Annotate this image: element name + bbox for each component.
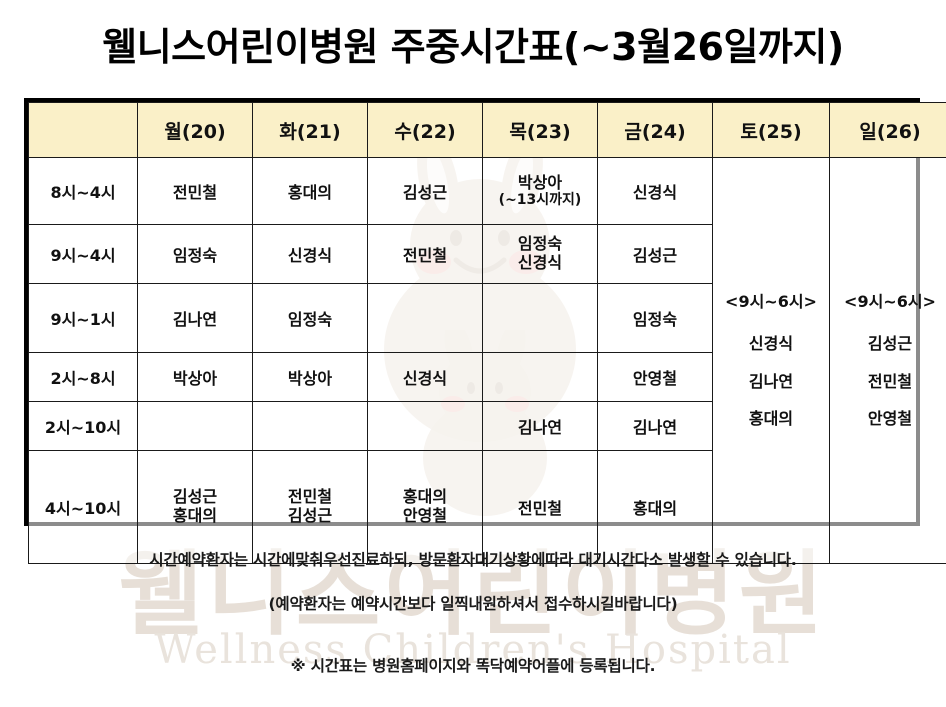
cell-mon-1: 임정숙 — [137, 224, 253, 284]
cell-tue-5-name-1: 김성근 — [287, 506, 333, 525]
cell-mon-5-name-0: 김성근 — [172, 487, 218, 507]
header-wednesday: 수(22) — [367, 102, 483, 158]
sunday-name-0: 김성근 — [867, 333, 913, 353]
cell-sunday-merged: <9시~6시> 김성근 전민철 안영철 — [829, 157, 946, 564]
cell-mon-4 — [137, 401, 253, 451]
cell-tue-0: 홍대의 — [252, 157, 368, 225]
cell-wed-1: 전민철 — [367, 224, 483, 284]
cell-mon-3: 박상아 — [137, 352, 253, 402]
header-row: 월(20) 화(21) 수(22) 목(23) 금(24) 토(25) 일(26… — [28, 102, 946, 158]
table-header: 월(20) 화(21) 수(22) 목(23) 금(24) 토(25) 일(26… — [28, 102, 946, 158]
time-slot-label: 2시~8시 — [28, 352, 138, 402]
cell-fri-1: 김성근 — [597, 224, 713, 284]
cell-wed-4 — [367, 401, 483, 451]
header-friday: 금(24) — [597, 102, 713, 158]
time-slot-label: 9시~4시 — [28, 224, 138, 284]
cell-mon-5-name-1: 홍대의 — [172, 506, 218, 525]
cell-wed-5-name-1: 안영철 — [402, 506, 448, 525]
cell-tue-5: 전민철 김성근 — [252, 450, 368, 564]
note-line-2: (예약환자는 예약시간보다 일찍내원하셔서 접수하시길바랍니다) — [268, 595, 678, 613]
sunday-hours: <9시~6시> — [844, 292, 936, 312]
cell-thu-3 — [482, 352, 598, 402]
cell-thu-0-name: 박상아 — [517, 172, 563, 192]
saturday-name-1: 김나연 — [748, 371, 794, 391]
cell-tue-4 — [252, 401, 368, 451]
cell-thu-0: 박상아 (~13시까지) — [482, 157, 598, 225]
footer-notes: 시간예약환자는 시간에맞춰우선진료하되, 방문환자대기상황에따라 대기시간다소 … — [0, 548, 946, 676]
header-monday: 월(20) — [137, 102, 253, 158]
header-thursday: 목(23) — [482, 102, 598, 158]
cell-wed-3: 신경식 — [367, 352, 483, 402]
cell-tue-1: 신경식 — [252, 224, 368, 284]
cell-thu-1-name-1: 신경식 — [517, 253, 563, 272]
cell-saturday-merged: <9시~6시> 신경식 김나연 홍대의 — [712, 157, 830, 564]
cell-fri-2: 임정숙 — [597, 283, 713, 353]
saturday-name-0: 신경식 — [748, 333, 794, 353]
table-row: 9시~4시 임정숙 신경식 전민철 임정숙 신경식 김성근 — [28, 224, 946, 284]
cell-thu-0-note: (~13시까지) — [498, 192, 582, 209]
cell-tue-2: 임정숙 — [252, 283, 368, 353]
cell-tue-5-name-0: 전민철 — [287, 487, 333, 507]
cell-fri-3: 안영철 — [597, 352, 713, 402]
schedule-table: 월(20) 화(21) 수(22) 목(23) 금(24) 토(25) 일(26… — [28, 102, 946, 564]
note-line-3: ※ 시간표는 병원홈페이지와 똑닥예약어플에 등록됩니다. — [290, 657, 656, 675]
cell-mon-5: 김성근 홍대의 — [137, 450, 253, 564]
cell-thu-1: 임정숙 신경식 — [482, 224, 598, 284]
time-slot-label: 4시~10시 — [28, 450, 138, 564]
cell-thu-1-name-0: 임정숙 — [517, 234, 563, 254]
cell-thu-4: 김나연 — [482, 401, 598, 451]
table-row: 8시~4시 전민철 홍대의 김성근 박상아 (~13시까지) 신경식 <9시~6… — [28, 157, 946, 564]
sunday-name-1: 전민철 — [867, 371, 913, 391]
header-time-column — [28, 102, 138, 158]
cell-fri-4: 김나연 — [597, 401, 713, 451]
cell-mon-2: 김나연 — [137, 283, 253, 353]
header-sunday: 일(26) — [829, 102, 946, 158]
time-slot-label: 8시~4시 — [28, 157, 138, 225]
cell-mon-0: 전민철 — [137, 157, 253, 225]
time-slot-label: 2시~10시 — [28, 401, 138, 451]
cell-wed-5: 홍대의 안영철 — [367, 450, 483, 564]
note-line-1: 시간예약환자는 시간에맞춰우선진료하되, 방문환자대기상황에따라 대기시간다소 … — [149, 551, 797, 569]
header-tuesday: 화(21) — [252, 102, 368, 158]
cell-tue-3: 박상아 — [252, 352, 368, 402]
cell-wed-2 — [367, 283, 483, 353]
schedule-table-container: 월(20) 화(21) 수(22) 목(23) 금(24) 토(25) 일(26… — [24, 98, 946, 564]
cell-fri-5: 홍대의 — [597, 450, 713, 564]
table-body: 8시~4시 전민철 홍대의 김성근 박상아 (~13시까지) 신경식 <9시~6… — [28, 157, 946, 564]
table-row: 4시~10시 김성근 홍대의 전민철 김성근 홍대의 안영철 전민철 홍대의 — [28, 450, 946, 564]
page-title: 웰니스어린이병원 주중시간표(~3월26일까지) — [102, 25, 844, 69]
cell-fri-0: 신경식 — [597, 157, 713, 225]
saturday-name-2: 홍대의 — [748, 409, 794, 429]
header-saturday: 토(25) — [712, 102, 830, 158]
sunday-name-2: 안영철 — [867, 409, 913, 429]
saturday-hours: <9시~6시> — [725, 292, 817, 312]
time-slot-label: 9시~1시 — [28, 283, 138, 353]
cell-wed-5-name-0: 홍대의 — [402, 487, 448, 507]
cell-thu-2 — [482, 283, 598, 353]
cell-thu-5: 전민철 — [482, 450, 598, 564]
cell-wed-0: 김성근 — [367, 157, 483, 225]
